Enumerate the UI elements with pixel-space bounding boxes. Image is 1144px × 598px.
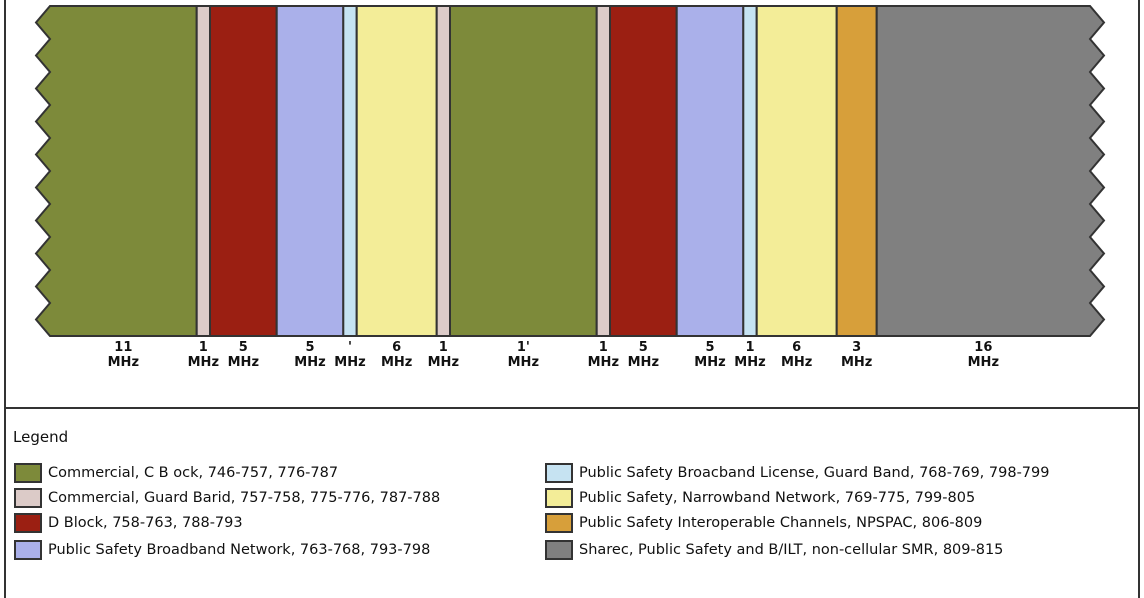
band-width-unit: MHz — [827, 355, 887, 370]
band-segment-ps-narrowband — [757, 6, 837, 336]
band-segment-shared — [877, 6, 1104, 336]
band-width-unit: MHz — [493, 355, 553, 370]
band-width-unit: MHz — [93, 355, 153, 370]
legend-item-ps-narrowband-network: Public Safety, Narrowband Network, 769-7… — [545, 486, 975, 510]
legend-label: Commercial, C B ock, 746-757, 776-787 — [48, 465, 338, 481]
band-segment-commercial-c — [450, 6, 597, 336]
band-width-value: 16 — [953, 340, 1013, 355]
frame-left-border — [4, 0, 6, 598]
band-width-unit: MHz — [953, 355, 1013, 370]
legend-item-d-block: D Block, 758-763, 788-793 — [14, 511, 243, 535]
band-segment-ps-license-guard — [343, 6, 356, 336]
band-width-value: 11 — [93, 340, 153, 355]
band-width-unit: MHz — [213, 355, 273, 370]
band-segment-ps-broadband — [277, 6, 344, 336]
legend-item-ps-broadband-network: Public Safety Broadband Network, 763-768… — [14, 538, 430, 562]
legend-swatch — [14, 463, 42, 483]
legend-swatch — [14, 513, 42, 533]
band-width-label: 6 MHz — [767, 340, 827, 370]
legend-swatch — [545, 488, 573, 508]
legend-divider — [4, 407, 1140, 409]
legend-swatch — [14, 488, 42, 508]
legend-item-commercial-guard-band: Commercial, Guard Barid, 757-758, 775-77… — [14, 486, 440, 510]
legend-label: Sharec, Public Safety and B/ILT, non-cel… — [579, 542, 1003, 558]
band-width-label: 5 MHz — [613, 340, 673, 370]
legend-swatch — [545, 540, 573, 560]
band-width-value: 1 — [413, 340, 473, 355]
band-segment-commercial-c — [36, 6, 197, 336]
legend-title: Legend — [13, 428, 68, 446]
legend-label: Public Safety Interoperable Channels, NP… — [579, 515, 982, 531]
legend-label: Public Safety Broacband License, Guard B… — [579, 465, 1049, 481]
legend-swatch — [14, 540, 42, 560]
band-segment-guard-band — [597, 6, 610, 336]
band-width-label: 5 MHz — [213, 340, 273, 370]
band-width-value: 1' — [493, 340, 553, 355]
band-width-label: 1 MHz — [413, 340, 473, 370]
band-segment-ps-interop — [837, 6, 877, 336]
band-segment-guard-band — [437, 6, 450, 336]
legend-item-shared-smr: Sharec, Public Safety and B/ILT, non-cel… — [545, 538, 1003, 562]
band-segment-guard-band — [197, 6, 210, 336]
band-width-unit: MHz — [613, 355, 673, 370]
legend-label: Commercial, Guard Barid, 757-758, 775-77… — [48, 490, 440, 506]
band-width-label: 3 MHz — [827, 340, 887, 370]
band-width-value: 5 — [213, 340, 273, 355]
frame-right-border — [1138, 0, 1140, 598]
band-width-unit: MHz — [413, 355, 473, 370]
legend-label: Public Safety, Narrowband Network, 769-7… — [579, 490, 975, 506]
band-segment-ps-license-guard — [743, 6, 756, 336]
band-segment-d-block — [610, 6, 677, 336]
band-segment-ps-narrowband — [357, 6, 437, 336]
legend-swatch — [545, 513, 573, 533]
legend-swatch — [545, 463, 573, 483]
legend-item-ps-broadband-license-guard: Public Safety Broacband License, Guard B… — [545, 461, 1049, 485]
legend-item-ps-interoperable: Public Safety Interoperable Channels, NP… — [545, 511, 982, 535]
band-width-label: 11 MHz — [93, 340, 153, 370]
band-width-value: 6 — [767, 340, 827, 355]
band-width-label: 16 MHz — [953, 340, 1013, 370]
band-width-value: 3 — [827, 340, 887, 355]
legend-label: Public Safety Broadband Network, 763-768… — [48, 542, 430, 558]
band-segment-ps-broadband — [677, 6, 744, 336]
band-width-label: 1' MHz — [493, 340, 553, 370]
legend-item-commercial-c-block: Commercial, C B ock, 746-757, 776-787 — [14, 461, 338, 485]
legend-label: D Block, 758-763, 788-793 — [48, 515, 243, 531]
band-width-unit: MHz — [767, 355, 827, 370]
band-width-value: 5 — [613, 340, 673, 355]
band-segment-d-block — [210, 6, 277, 336]
